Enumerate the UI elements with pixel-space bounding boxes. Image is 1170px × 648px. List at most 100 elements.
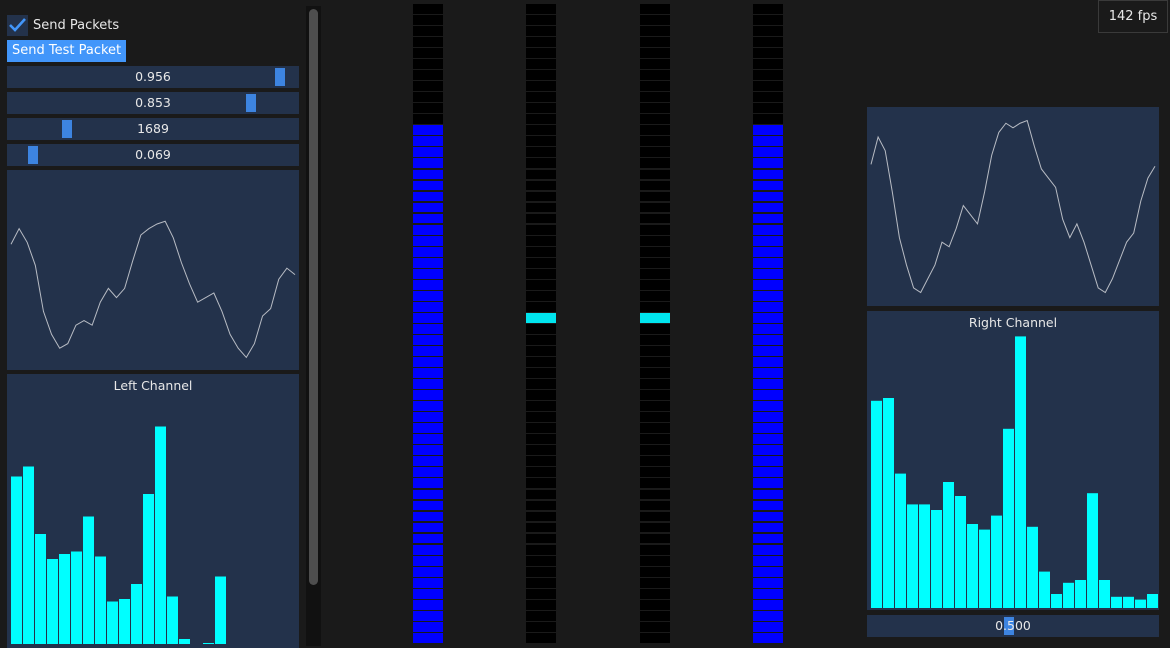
left-waveform-panel — [7, 170, 299, 370]
meter-segment — [526, 368, 556, 378]
spectrum-bar — [1063, 582, 1074, 608]
meter-segment — [753, 81, 783, 92]
send-packets-checkbox[interactable] — [7, 14, 28, 36]
meter-segment — [640, 357, 670, 367]
right-slider-grab[interactable] — [1004, 617, 1014, 635]
right-channel-title: Right Channel — [968, 315, 1058, 330]
meter-segment — [753, 423, 783, 434]
meter-segment — [753, 500, 783, 511]
meter-segment — [753, 15, 783, 25]
spectrum-bar — [143, 494, 154, 644]
meter-segment — [526, 511, 556, 522]
meter-segment — [526, 335, 556, 345]
meter-segment — [413, 26, 443, 36]
slider-grab[interactable] — [246, 94, 257, 112]
meter-segment — [413, 610, 443, 621]
meter-segment — [640, 158, 670, 169]
meter-segment — [640, 257, 670, 268]
spectrum-bar — [1039, 571, 1050, 608]
meter-segment — [640, 246, 670, 257]
meter-segment — [413, 301, 443, 312]
scrollbar-thumb[interactable] — [309, 9, 318, 585]
meter-segment — [640, 235, 670, 246]
meter-segment — [753, 26, 783, 36]
meter-segment — [640, 147, 670, 158]
level-meter-3 — [640, 4, 670, 644]
spectrum-bar — [1099, 580, 1110, 608]
meter-segment — [640, 125, 670, 136]
spectrum-bar — [59, 554, 70, 644]
meter-segment — [413, 522, 443, 533]
spectrum-bar — [991, 515, 1002, 608]
meter-segment — [526, 544, 556, 555]
meter-segment — [753, 59, 783, 69]
meter-segment — [640, 37, 670, 47]
slider-grab[interactable] — [274, 68, 285, 86]
meter-segment — [526, 268, 556, 279]
send-packets-label: Send Packets — [33, 17, 120, 33]
right-slider[interactable]: 0.500 — [867, 615, 1159, 637]
meter-segment — [413, 555, 443, 566]
spectrum-bar — [95, 556, 106, 644]
meter-segment — [753, 202, 783, 213]
meter-segment — [753, 312, 783, 323]
meter-segment — [413, 533, 443, 544]
meter-segment — [526, 125, 556, 136]
param-slider-1[interactable]: 0.956 — [7, 66, 299, 88]
meter-segment — [413, 489, 443, 500]
meter-segment — [413, 158, 443, 169]
meter-segment — [413, 103, 443, 114]
level-meter-2 — [526, 4, 556, 644]
meter-segment — [640, 59, 670, 69]
slider-grab[interactable] — [61, 120, 72, 138]
left-waveform-plot — [10, 220, 296, 359]
meter-segment — [526, 147, 556, 158]
meter-segment — [413, 500, 443, 511]
meter-segment — [640, 467, 670, 478]
meter-segment — [413, 621, 443, 632]
send-test-packet-button[interactable]: Send Test Packet — [7, 40, 127, 62]
spectrum-bar — [47, 559, 58, 644]
meter-segment — [526, 180, 556, 191]
meter-segment — [526, 26, 556, 36]
meter-segment — [413, 37, 443, 47]
meter-segment — [753, 621, 783, 632]
param-slider-3[interactable]: 1689 — [7, 118, 299, 140]
meter-segment — [753, 511, 783, 522]
meter-segment — [753, 489, 783, 500]
meter-segment — [753, 324, 783, 334]
spectrum-bar — [919, 504, 930, 608]
meter-segment — [640, 445, 670, 456]
meter-segment — [413, 48, 443, 58]
meter-segment — [413, 92, 443, 103]
meter-segment — [413, 357, 443, 367]
meter-segment — [640, 92, 670, 103]
meter-segment — [640, 588, 670, 599]
meter-segment — [526, 70, 556, 81]
meter-segment — [753, 445, 783, 456]
meter-segment — [526, 478, 556, 489]
meter-segment — [526, 202, 556, 213]
meter-segment — [413, 125, 443, 136]
level-meter-1 — [413, 4, 443, 644]
meter-segment — [526, 467, 556, 478]
param-slider-4[interactable]: 0.069 — [7, 144, 299, 166]
meter-segment — [640, 180, 670, 191]
meter-segment — [753, 335, 783, 345]
meter-segment — [526, 279, 556, 290]
spectrum-bar — [1027, 526, 1038, 608]
meter-segment — [640, 423, 670, 434]
meter-segment — [526, 4, 556, 14]
meter-segment — [640, 610, 670, 621]
left-channel-title: Left Channel — [113, 378, 193, 393]
meter-segment — [526, 379, 556, 389]
meter-segment — [753, 522, 783, 533]
param-slider-2[interactable]: 0.853 — [7, 92, 299, 114]
meter-segment — [526, 577, 556, 588]
slider-grab[interactable] — [28, 146, 39, 164]
send-packets-checkbox-row[interactable]: Send Packets — [7, 13, 119, 37]
meter-segment — [413, 114, 443, 125]
meter-segment — [413, 180, 443, 191]
meter-segment — [753, 401, 783, 412]
meter-segment — [526, 610, 556, 621]
